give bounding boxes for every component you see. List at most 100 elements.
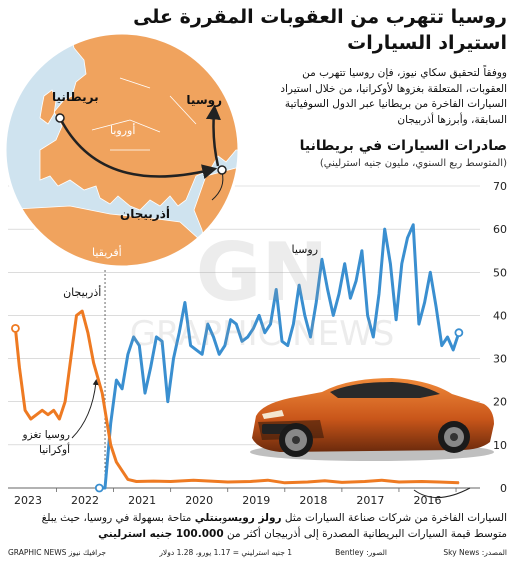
series-0-point (355, 280, 357, 282)
series-1-point (381, 479, 383, 481)
series-1-point (152, 480, 155, 482)
series-0-point (258, 314, 260, 317)
series-0-point (287, 345, 289, 347)
series-0-point (150, 366, 152, 368)
chart-subtitle: (المتوسط ربع السنوي، مليون جنيه استرليني… (319, 158, 507, 169)
series-layer (11, 223, 464, 493)
series-1-point (121, 470, 123, 472)
series-0-point (395, 319, 397, 321)
series-0-point (401, 263, 403, 265)
series-0-point (110, 422, 112, 424)
series-0-point (378, 293, 380, 295)
series-0-point (161, 340, 163, 342)
series-1-point (35, 414, 38, 416)
series-0-point (115, 379, 118, 381)
series-0-point (144, 392, 146, 394)
series-1-point (341, 481, 343, 483)
series-0-point (184, 301, 186, 304)
series-1-point (127, 478, 129, 480)
series-0-point (241, 340, 243, 342)
series-line-1 (13, 309, 459, 485)
series-0-point (264, 332, 266, 334)
series-0-point (229, 319, 232, 321)
series-0-point (155, 336, 157, 338)
series-0-point (384, 228, 386, 230)
series-1-point (30, 418, 32, 420)
series-0-point (167, 401, 169, 403)
series-1-point (87, 332, 89, 334)
series-0-point (446, 336, 449, 338)
y-axis-ticks: 0 10 20 30 40 50 60 70 (493, 180, 507, 495)
chart-title: صادرات السيارات في بريطانيا (299, 138, 507, 154)
series-0-point (138, 345, 140, 347)
series-0-point (344, 263, 346, 265)
series-1-point (421, 480, 423, 483)
series-0-point (235, 323, 237, 325)
y-tick-label: 70 (493, 180, 507, 193)
map-label-russia: روسيا (186, 93, 222, 108)
series-1-point (284, 482, 286, 484)
route-arrow-britain-azerbaijan (58, 117, 218, 180)
series-0-point (389, 263, 391, 265)
footnote-brand-rolls-royce: رولز رويس (227, 512, 282, 524)
series-0-point (104, 487, 106, 489)
series-1-point (364, 480, 366, 483)
series-0-point (275, 288, 277, 291)
series-0-point (424, 301, 426, 304)
series-1-point (458, 482, 460, 484)
invasion-label-line2: أوكرانيا (39, 442, 70, 456)
intro-text: ووفقاً لتحقيق سكاي نيوز، فإن روسيا تتهرب… (280, 67, 507, 126)
footnote-pointer (413, 487, 471, 498)
series-0-marker-end (454, 328, 464, 338)
series-0-point (372, 336, 374, 338)
series-1-point (41, 409, 43, 411)
x-tick-label: 2017 (356, 494, 384, 507)
series-1-point (71, 345, 74, 347)
y-tick-label: 60 (493, 223, 507, 236)
y-tick-label: 10 (493, 439, 507, 452)
watermark-text: GRAPHIC NEWS (130, 314, 395, 354)
series-0-point (252, 327, 255, 329)
series-0-point (304, 314, 306, 317)
series-0-point (327, 288, 329, 291)
series-1-point (227, 481, 229, 483)
bentley-car-image (250, 378, 494, 461)
series-1-point (438, 481, 440, 483)
series-0-point (247, 336, 249, 338)
x-tick-label: 2019 (242, 494, 270, 507)
series-1-point (398, 481, 400, 483)
series-1-point (307, 481, 309, 483)
series-0-point (195, 349, 197, 351)
series-1-point (81, 310, 83, 312)
y-tick-label: 40 (493, 309, 507, 322)
x-tick-label: 2021 (128, 494, 156, 507)
series-1-point (75, 314, 78, 317)
series-1-point (47, 414, 49, 416)
series-0-point (224, 345, 226, 347)
series-1-point (64, 401, 66, 403)
footnote-text: السيارات الفاخرة من شركات صناعة السيارات… (284, 512, 507, 524)
photo-credit: الصور: Bentley (335, 548, 387, 557)
series-0-point (406, 237, 409, 239)
map-inset: بريطانيا روسيا أوروبا أذربيجان أفريقيا (3, 31, 241, 269)
series-1-point (93, 362, 95, 364)
map-label-europe: أوروبا (110, 123, 135, 137)
series-1-point (170, 480, 172, 483)
series-0-point (298, 284, 300, 286)
series-0-point (207, 323, 209, 325)
invasion-annotation: روسيا تغزو أوكرانيا (22, 379, 99, 456)
x-tick-label: 2018 (299, 494, 327, 507)
series-0-point (435, 306, 437, 308)
series-0-point (201, 353, 203, 355)
series-0-point (315, 301, 317, 304)
x-tick-label: 2022 (71, 494, 99, 507)
footnote: السيارات الفاخرة من شركات صناعة السيارات… (8, 510, 507, 542)
series-line-0 (99, 223, 461, 490)
series-1-point (249, 480, 252, 483)
exchange-rate: 1 جنيه استرليني = 1.17 يورو، 1.28 دولار (159, 548, 292, 557)
y-tick-label: 50 (493, 266, 507, 279)
series-0-point (418, 323, 420, 325)
series-0-point (121, 388, 123, 390)
